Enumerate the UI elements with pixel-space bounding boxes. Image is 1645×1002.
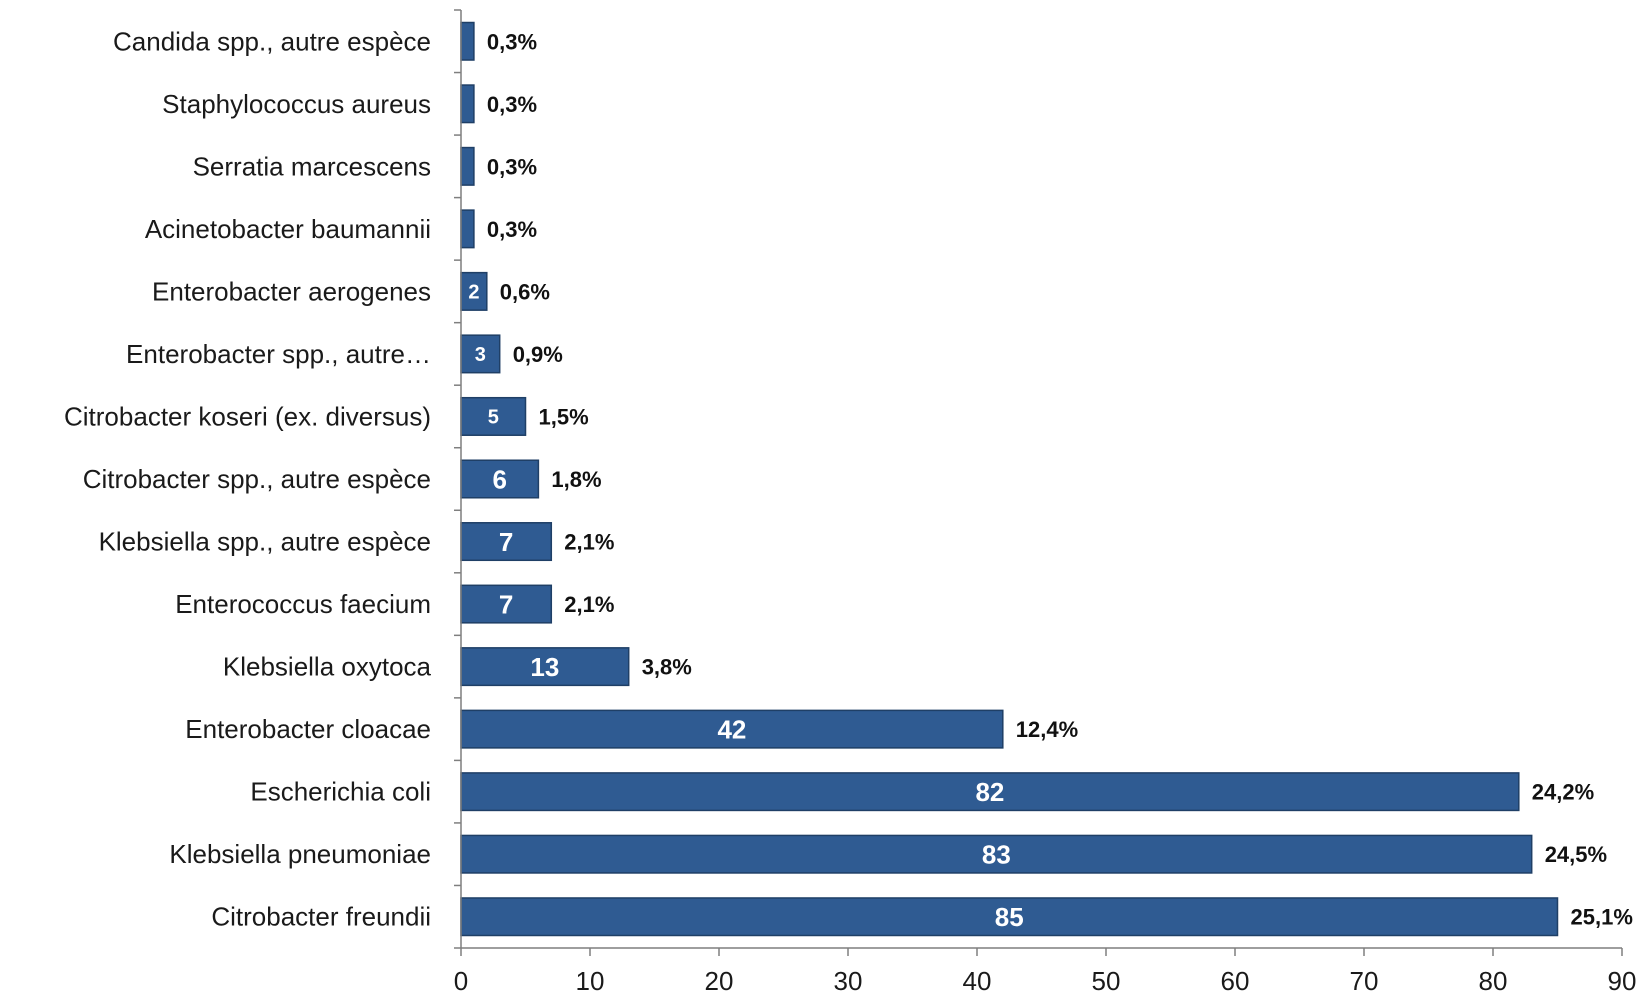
bar — [460, 84, 475, 124]
category-labels: Citrobacter freundii Klebsiella pneumonia… — [64, 26, 432, 931]
category-label: Citrobacter freundii — [211, 902, 431, 932]
bar-percent-label: 25,1% — [1571, 905, 1633, 930]
bar-percent-label: 2,1% — [564, 592, 614, 617]
bar — [460, 21, 475, 61]
category-label: Enterobacter aerogenes — [152, 276, 431, 306]
category-label: Enterobacter spp., autre… — [126, 339, 431, 369]
bar-value-label: 5 — [488, 407, 499, 429]
x-tick-label: 70 — [1350, 966, 1379, 996]
x-tick-label: 30 — [834, 966, 863, 996]
x-tick-label: 40 — [963, 966, 992, 996]
bar-percent-label: 2,1% — [564, 530, 614, 555]
category-label: Klebsiella spp., autre espèce — [99, 527, 431, 557]
bar-percent-label: 0,3% — [487, 92, 537, 117]
bar — [460, 647, 630, 687]
x-tick-label: 80 — [1479, 966, 1508, 996]
x-tick-label: 10 — [576, 966, 605, 996]
bar — [460, 834, 1533, 874]
bar — [460, 897, 1559, 937]
category-label: Escherichia coli — [250, 777, 431, 807]
category-label: Enterobacter cloacae — [185, 714, 431, 744]
category-label: Staphylococcus aureus — [162, 89, 431, 119]
bar-value-label: 83 — [982, 840, 1011, 870]
x-tick-label: 90 — [1608, 966, 1637, 996]
bar-percent-label: 0,3% — [487, 154, 537, 179]
bar-percent-label: 1,8% — [551, 467, 601, 492]
category-label: Serratia marcescens — [193, 151, 431, 181]
data-labels: 85 25,1% 83 24,5% 82 24,2% 42 12,4% 13 3,8% 7 2,1% 7… — [468, 29, 1633, 932]
category-label: Citrobacter spp., autre espèce — [83, 464, 431, 494]
x-tick-label: 0 — [454, 966, 468, 996]
bar-value-label: 82 — [975, 777, 1004, 807]
bar-value-label: 7 — [499, 589, 513, 619]
bar — [460, 522, 553, 562]
bar — [460, 772, 1520, 812]
category-label: Citrobacter koseri (ex. diversus) — [64, 401, 431, 431]
bar — [460, 146, 475, 186]
category-label: Klebsiella oxytoca — [223, 652, 432, 682]
bar-value-label: 42 — [717, 714, 746, 744]
category-label: Acinetobacter baumannii — [145, 214, 431, 244]
bar-percent-label: 0,6% — [500, 279, 550, 304]
bar-value-label: 3 — [475, 344, 486, 366]
bar-value-label: 6 — [492, 464, 506, 494]
bar-percent-label: 3,8% — [642, 655, 692, 680]
bar-percent-label: 0,3% — [487, 29, 537, 54]
x-tick-label: 50 — [1092, 966, 1121, 996]
bar-percent-label: 1,5% — [539, 404, 589, 429]
bar — [460, 709, 1004, 749]
bar-value-label: 85 — [995, 902, 1024, 932]
bars — [460, 21, 1559, 937]
category-label: Enterococcus faecium — [175, 589, 431, 619]
bar-value-label: 7 — [499, 527, 513, 557]
bar-percent-label: 24,2% — [1532, 780, 1594, 805]
bar — [460, 271, 488, 311]
x-tick-label: 20 — [705, 966, 734, 996]
bar-percent-label: 12,4% — [1016, 717, 1078, 742]
x-tick-label: 60 — [1221, 966, 1250, 996]
category-label: Klebsiella pneumoniae — [169, 839, 431, 869]
axes: 0 10 20 30 40 50 60 70 80 90 — [454, 9, 1637, 996]
bar-percent-label: 0,3% — [487, 217, 537, 242]
bar-value-label: 2 — [468, 282, 479, 304]
bar-percent-label: 0,9% — [513, 342, 563, 367]
bar — [460, 209, 475, 249]
bar-value-label: 13 — [530, 652, 559, 682]
category-label: Candida spp., autre espèce — [113, 26, 431, 56]
bar-percent-label: 24,5% — [1545, 842, 1607, 867]
